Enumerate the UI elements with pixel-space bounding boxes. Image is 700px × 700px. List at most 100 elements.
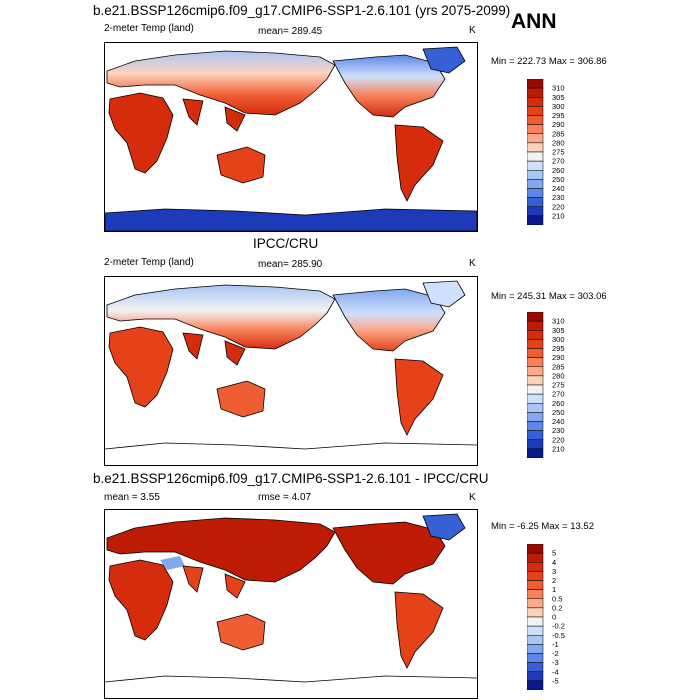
colorbar-tick-label: 280 [552, 138, 565, 147]
colorbar-swatch [526, 430, 544, 440]
panel-3-minmax: Min = -6.25 Max = 13.52 [491, 521, 594, 532]
colorbar-swatch [526, 179, 544, 189]
panel-1-greenland [422, 46, 466, 74]
panel-1-antarctica [105, 208, 477, 231]
panel-3-eurasia [106, 517, 336, 583]
colorbar-swatch [526, 188, 544, 198]
colorbar-swatch [526, 357, 544, 367]
panel-2-north-america [332, 288, 446, 352]
colorbar-swatch [526, 320, 544, 331]
panel-3-greenland [422, 513, 466, 541]
colorbar-tick-label: 3 [552, 567, 556, 576]
colorbar-tick-label: 5 [552, 549, 556, 558]
panel-3-africa [108, 559, 174, 641]
panel-3-map [104, 509, 478, 699]
colorbar-swatch [526, 151, 544, 162]
panel-2-antarctica-outline [105, 442, 477, 450]
panel-3-rmse-label: rmse = 4.07 [258, 492, 312, 503]
panel-3-south-asia [182, 565, 246, 599]
colorbar-swatch [526, 562, 544, 572]
colorbar-tick-label: -4 [552, 667, 559, 676]
panel-2-eurasia [106, 284, 336, 350]
colorbar-swatch [526, 607, 544, 618]
colorbar-tick-label: -0.5 [552, 631, 565, 640]
colorbar-swatch [526, 311, 544, 322]
colorbar-swatch [526, 133, 544, 144]
colorbar-swatch [526, 644, 544, 654]
colorbar-swatch [526, 375, 544, 386]
colorbar-swatch [526, 384, 544, 395]
colorbar-tick-label: 210 [552, 444, 565, 453]
panel-1-australia [216, 146, 266, 184]
colorbar-tick-label: 285 [552, 129, 565, 138]
colorbar-swatch [526, 412, 544, 422]
panel-2-map [104, 276, 478, 466]
panel-2-variable-label: 2-meter Temp (land) [104, 257, 194, 268]
panel-2-units-label: K [469, 258, 476, 269]
colorbar-tick-label: 300 [552, 102, 565, 111]
panel-1-north-america [332, 54, 446, 118]
colorbar-tick-label: 295 [552, 344, 565, 353]
colorbar-swatch [526, 97, 544, 107]
panel-3-colorbar: 5 4 3 2 1 0.5 0.2 0 -0.2 -0.5 -1 -2 -3 -4 -5 [526, 543, 587, 695]
colorbar-tick-label: 310 [552, 84, 565, 93]
panel-1-south-asia [182, 98, 246, 132]
colorbar-tick-label: 230 [552, 426, 565, 435]
panel-1-units-label: K [469, 25, 476, 36]
panel-1-colorbar: 310 305 300 295 290 285 280 275 270 260 250 240 230 2… [526, 78, 587, 230]
panel-1-map [104, 42, 478, 232]
colorbar-tick-label: 270 [552, 390, 565, 399]
colorbar-tick-label: 280 [552, 371, 565, 380]
colorbar-swatch [526, 616, 544, 627]
colorbar-tick-label: 290 [552, 353, 565, 362]
colorbar-swatch [526, 448, 544, 459]
colorbar-tick-label: 305 [552, 93, 565, 102]
colorbar-tick-label: 270 [552, 157, 565, 166]
colorbar-swatch [526, 662, 544, 672]
colorbar-tick-label: 295 [552, 111, 565, 120]
colorbar-tick-label: 220 [552, 435, 565, 444]
colorbar-swatch [526, 160, 544, 171]
panel-3-north-america [332, 521, 446, 585]
colorbar-swatch [526, 635, 544, 645]
colorbar-swatch [526, 625, 544, 636]
colorbar-swatch [526, 598, 544, 609]
colorbar-tick-label: 220 [552, 202, 565, 211]
colorbar-tick-label: 1 [552, 585, 556, 594]
panel-1-minmax: Min = 222.73 Max = 306.86 [491, 56, 607, 67]
colorbar-swatch [526, 339, 544, 349]
colorbar-swatch [526, 78, 544, 89]
colorbar-tick-label: 290 [552, 120, 565, 129]
colorbar-swatch [526, 552, 544, 563]
colorbar-swatch [526, 403, 544, 413]
colorbar-tick-label: -1 [552, 640, 559, 649]
colorbar-tick-label: -5 [552, 676, 559, 685]
colorbar-swatch [526, 653, 544, 663]
season-label: ANN [511, 10, 557, 33]
colorbar-tick-label: 260 [552, 399, 565, 408]
panel-2-mean-label: mean= 285.90 [258, 259, 323, 270]
colorbar-swatch [526, 439, 544, 450]
colorbar-swatch [526, 115, 544, 125]
colorbar-tick-label: 240 [552, 417, 565, 426]
colorbar-swatch [526, 197, 544, 207]
colorbar-swatch [526, 348, 544, 358]
colorbar-swatch [526, 680, 544, 691]
colorbar-tick-label: 305 [552, 326, 565, 335]
panel-3-units-label: K [469, 492, 476, 503]
panel-2-africa [108, 326, 174, 408]
colorbar-swatch [526, 170, 544, 180]
panel-2-title: IPCC/CRU [253, 236, 319, 251]
panel-1-south-america [394, 124, 444, 202]
colorbar-swatch [526, 330, 544, 340]
panel-3-mean-label: mean = 3.55 [104, 492, 160, 503]
panel-3-australia [216, 613, 266, 651]
panel-2-minmax: Min = 245.31 Max = 303.06 [491, 291, 607, 302]
panel-1-title: b.e21.BSSP126cmip6.f09_g17.CMIP6-SSP1-2.… [93, 3, 511, 18]
colorbar-swatch [526, 589, 544, 599]
colorbar-swatch [526, 393, 544, 404]
colorbar-swatch [526, 543, 544, 554]
colorbar-swatch [526, 580, 544, 590]
panel-3-antarctica-outline [105, 675, 477, 683]
colorbar-tick-label: 285 [552, 362, 565, 371]
